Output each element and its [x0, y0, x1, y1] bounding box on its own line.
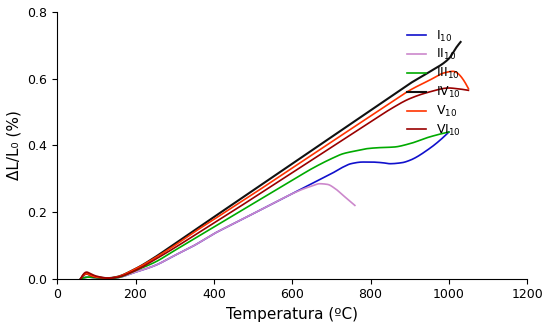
III$_{10}$ [301, 171, 307, 175]
Line: V$_{10}$: V$_{10}$ [81, 71, 469, 279]
I$_{10}$ [100, 276, 107, 280]
V$_{10}$ [411, 86, 418, 89]
Line: I$_{10}$: I$_{10}$ [81, 132, 449, 279]
IV$_{10}$ [101, 276, 107, 280]
IV$_{10}$ [457, 40, 464, 44]
VI$_{10}$ [371, 117, 378, 121]
III$_{10}$ [394, 145, 401, 149]
II$_{10}$ [285, 193, 292, 197]
IV$_{10}$ [405, 83, 411, 87]
II$_{10}$ [78, 277, 84, 281]
IV$_{10}$ [320, 141, 326, 145]
III$_{10}$ [356, 148, 363, 152]
II$_{10}$ [252, 211, 258, 215]
VI$_{10}$ [302, 162, 309, 166]
VI$_{10}$ [446, 86, 452, 90]
I$_{10}$ [78, 277, 84, 281]
Line: VI$_{10}$: VI$_{10}$ [81, 88, 469, 279]
Legend: I$_{10}$, II$_{10}$, III$_{10}$, IV$_{10}$, V$_{10}$, VI$_{10}$: I$_{10}$, II$_{10}$, III$_{10}$, IV$_{10… [402, 24, 465, 143]
I$_{10}$ [446, 130, 452, 134]
I$_{10}$ [394, 161, 401, 165]
III$_{10}$ [100, 276, 107, 280]
X-axis label: Temperatura (ºC): Temperatura (ºC) [226, 307, 358, 322]
II$_{10}$ [244, 215, 250, 219]
II$_{10}$ [236, 218, 243, 222]
III$_{10}$ [291, 177, 298, 181]
Line: II$_{10}$: II$_{10}$ [81, 184, 355, 279]
II$_{10}$ [351, 203, 358, 207]
V$_{10}$ [313, 150, 320, 154]
Line: III$_{10}$: III$_{10}$ [81, 132, 449, 279]
II$_{10}$ [94, 276, 101, 280]
IV$_{10}$ [308, 149, 315, 153]
V$_{10}$ [324, 142, 331, 146]
V$_{10}$ [101, 276, 108, 280]
VI$_{10}$ [465, 89, 472, 92]
V$_{10}$ [302, 157, 309, 161]
VI$_{10}$ [78, 277, 84, 281]
III$_{10}$ [312, 165, 318, 169]
I$_{10}$ [356, 160, 363, 164]
IV$_{10}$ [298, 156, 305, 160]
Line: IV$_{10}$: IV$_{10}$ [81, 42, 460, 279]
II$_{10}$ [316, 182, 323, 186]
VI$_{10}$ [313, 155, 320, 159]
III$_{10}$ [78, 277, 84, 281]
I$_{10}$ [301, 186, 307, 190]
V$_{10}$ [78, 277, 84, 281]
V$_{10}$ [465, 87, 472, 90]
VI$_{10}$ [324, 148, 331, 152]
I$_{10}$ [312, 180, 318, 184]
V$_{10}$ [449, 69, 456, 73]
III$_{10}$ [446, 130, 452, 134]
IV$_{10}$ [78, 277, 84, 281]
IV$_{10}$ [366, 110, 372, 114]
II$_{10}$ [314, 182, 320, 186]
VI$_{10}$ [411, 95, 418, 99]
V$_{10}$ [371, 111, 378, 115]
VI$_{10}$ [101, 276, 108, 280]
Y-axis label: ΔL/L₀ (%): ΔL/L₀ (%) [7, 111, 22, 180]
I$_{10}$ [291, 190, 298, 194]
